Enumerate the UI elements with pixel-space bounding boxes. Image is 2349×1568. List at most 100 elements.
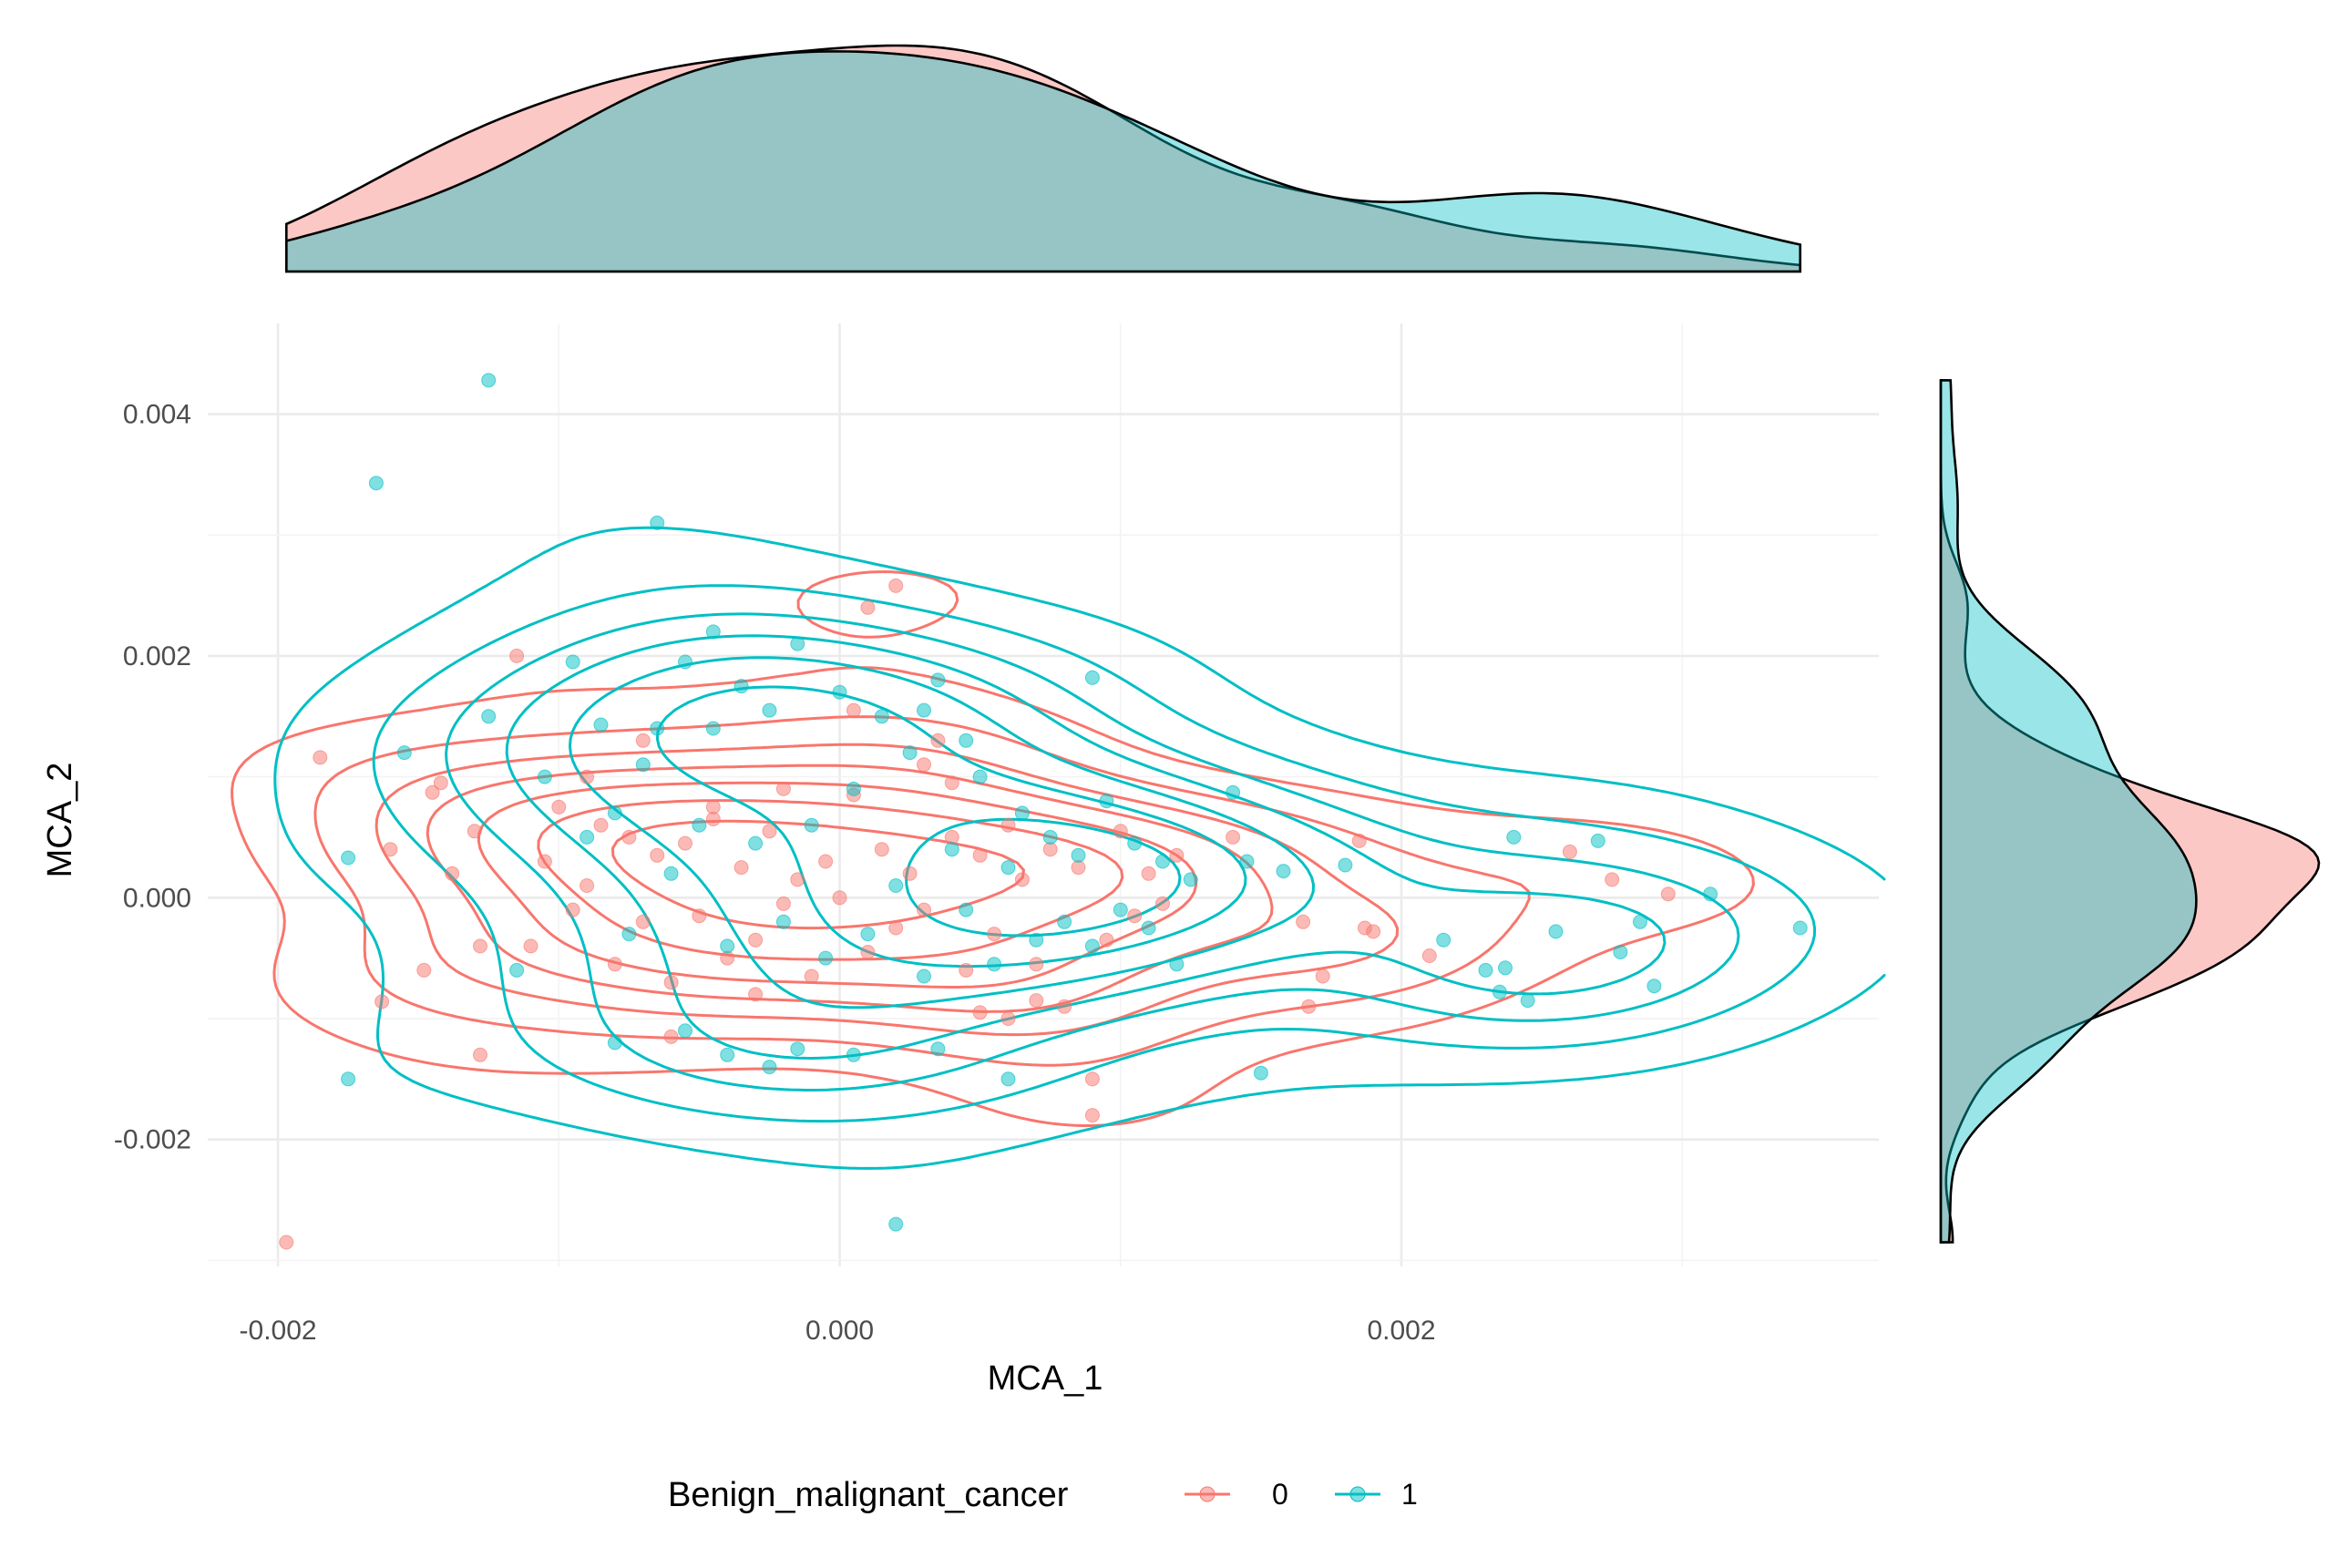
point-series-1 (930, 672, 946, 688)
point-series-0 (383, 842, 398, 857)
point-series-0 (279, 1235, 294, 1250)
point-series-1 (650, 721, 665, 736)
point-series-1 (944, 842, 959, 857)
point-series-0 (433, 775, 448, 791)
point-series-1 (1590, 833, 1605, 848)
contour-series-1 (505, 634, 1667, 1060)
scatter-points (279, 373, 1808, 1250)
point-series-0 (635, 733, 651, 748)
point-series-1 (1000, 1071, 1016, 1087)
point-series-1 (1042, 829, 1058, 845)
x-tick-label: -0.002 (240, 1316, 317, 1346)
point-series-1 (888, 878, 904, 893)
legend-title: Benign_malignant_cancer (668, 1476, 1069, 1514)
point-series-0 (944, 775, 959, 791)
point-series-0 (467, 824, 482, 839)
top-density-0 (284, 44, 1802, 273)
point-series-1 (650, 515, 665, 530)
legend-label-1: 1 (1401, 1478, 1418, 1511)
point-series-0 (374, 994, 390, 1009)
point-series-0 (473, 938, 487, 954)
point-series-0 (972, 1005, 988, 1020)
point-series-0 (1562, 844, 1577, 859)
x-axis-title: MCA_1 (988, 1359, 1103, 1398)
point-series-1 (818, 950, 834, 966)
point-series-0 (888, 920, 904, 936)
point-series-1 (1141, 920, 1156, 936)
point-series-1 (593, 717, 609, 733)
point-series-0 (1029, 957, 1044, 972)
point-series-0 (1057, 999, 1072, 1014)
point-series-1 (917, 968, 931, 984)
point-series-1 (1169, 957, 1185, 972)
x-tick-label: 0.002 (1367, 1316, 1435, 1346)
point-series-1 (621, 927, 637, 942)
point-series-1 (874, 709, 889, 724)
point-series-1 (1646, 979, 1662, 994)
y-tick-label: 0.004 (123, 400, 191, 430)
point-series-1 (888, 1216, 904, 1232)
contour-series-1 (372, 584, 1817, 1123)
point-series-1 (1506, 829, 1522, 845)
point-series-0 (1226, 829, 1241, 845)
point-series-0 (425, 784, 440, 800)
point-series-1 (692, 817, 707, 833)
point-series-0 (678, 835, 692, 851)
point-series-0 (1296, 914, 1311, 929)
point-series-1 (509, 962, 525, 978)
point-series-1 (762, 702, 777, 718)
point-series-1 (368, 476, 384, 491)
point-series-0 (607, 957, 622, 972)
point-series-1 (1155, 854, 1170, 869)
point-series-1 (678, 1023, 692, 1039)
point-series-0 (663, 1029, 679, 1044)
top-marginal-density (284, 44, 1802, 273)
point-series-0 (1127, 908, 1143, 924)
point-series-1 (705, 624, 721, 640)
point-series-0 (1351, 833, 1367, 848)
legend-key-0 (1185, 1486, 1230, 1502)
point-series-0 (580, 769, 595, 784)
point-series-1 (804, 817, 819, 833)
top-density-1 (284, 50, 1802, 273)
point-series-0 (874, 842, 889, 857)
point-series-0 (1301, 999, 1317, 1014)
point-series-1 (1239, 854, 1255, 869)
point-series-0 (537, 854, 552, 869)
point-series-0 (930, 733, 946, 748)
point-series-1 (1338, 857, 1353, 873)
point-series-0 (523, 938, 539, 954)
point-series-1 (720, 1047, 735, 1062)
point-series-1 (1084, 938, 1100, 954)
point-series-1 (790, 1041, 805, 1057)
legend: Benign_malignant_cancer 0 1 (668, 1476, 1418, 1514)
point-series-0 (1099, 932, 1114, 948)
y-tick-label: -0.002 (114, 1125, 191, 1155)
point-series-1 (565, 654, 580, 670)
point-series-0 (1071, 860, 1086, 876)
legend-key-1 (1335, 1486, 1380, 1502)
point-series-0 (1000, 817, 1016, 833)
point-series-1 (607, 1035, 622, 1050)
point-series-1 (1057, 914, 1072, 929)
point-series-1 (1253, 1065, 1268, 1081)
point-series-0 (1155, 896, 1170, 911)
point-series-1 (1703, 886, 1718, 902)
point-series-1 (987, 957, 1002, 972)
point-series-0 (748, 987, 764, 1002)
point-series-0 (445, 866, 460, 881)
point-series-0 (1141, 866, 1156, 881)
point-series-0 (762, 824, 777, 839)
y-tick-label: 0.002 (123, 641, 191, 671)
point-series-0 (1014, 872, 1030, 887)
point-series-1 (1792, 920, 1808, 936)
point-series-1 (1084, 670, 1100, 685)
point-series-0 (1660, 886, 1676, 902)
point-series-0 (733, 860, 749, 876)
point-series-0 (1084, 1108, 1100, 1123)
point-series-1 (341, 1071, 356, 1087)
y-axis-title: MCA_2 (41, 763, 79, 878)
x-tick-label: 0.000 (805, 1316, 874, 1346)
legend-label-0: 0 (1272, 1478, 1288, 1511)
